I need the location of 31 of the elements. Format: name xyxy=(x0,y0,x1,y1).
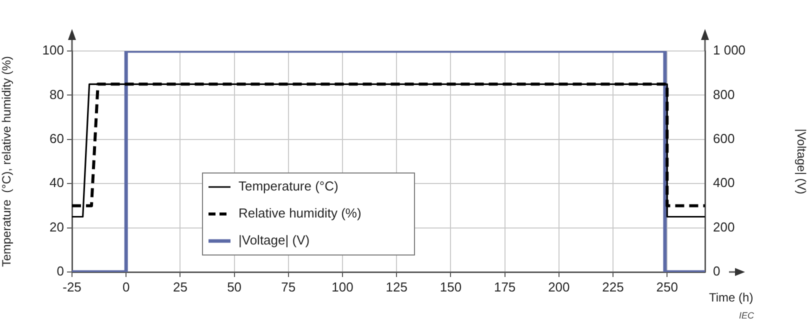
legend-label: Temperature (°C) xyxy=(238,178,338,194)
y-tick-label: 0 xyxy=(56,264,64,279)
x-tick-label: 25 xyxy=(172,279,188,294)
y-tick-label: 60 xyxy=(50,130,64,146)
x-tick-label: 175 xyxy=(494,279,516,294)
x-tick-label: 100 xyxy=(332,279,354,294)
y2-tick-label: 400 xyxy=(713,175,735,190)
x-tick-label: 125 xyxy=(386,279,408,294)
y2-axis-title: |Voltage| (V) xyxy=(794,128,808,194)
y2-tick-label: 1 000 xyxy=(713,42,746,58)
x-axis-title: Time (h) xyxy=(709,290,754,304)
x-tick-label: 200 xyxy=(548,279,570,294)
y2-tick-label: 800 xyxy=(713,86,735,102)
x-tick-label: 75 xyxy=(281,279,296,294)
legend-label: Relative humidity (%) xyxy=(238,206,362,221)
x-tick-label: -25 xyxy=(62,279,82,294)
x-tick-label: 150 xyxy=(440,279,462,294)
text: IEC xyxy=(739,310,755,320)
x-tick-label: 250 xyxy=(656,279,678,294)
y2-tick-label: 200 xyxy=(713,219,735,234)
legend-label: |Voltage| (V) xyxy=(238,232,310,248)
y-tick-label: 40 xyxy=(50,175,64,190)
x-tick-label: 225 xyxy=(602,279,624,294)
x-tick-label: 50 xyxy=(227,279,242,294)
y2-tick-label: 0 xyxy=(713,264,720,279)
y-tick-label: 80 xyxy=(50,86,64,102)
y-axis-title: Temperature (°C), relative humidity (%) xyxy=(0,56,14,267)
y2-tick-label: 600 xyxy=(713,130,735,146)
x-tick-label: 0 xyxy=(122,279,130,294)
y-tick-label: 100 xyxy=(42,42,64,58)
y-tick-label: 20 xyxy=(50,219,64,234)
